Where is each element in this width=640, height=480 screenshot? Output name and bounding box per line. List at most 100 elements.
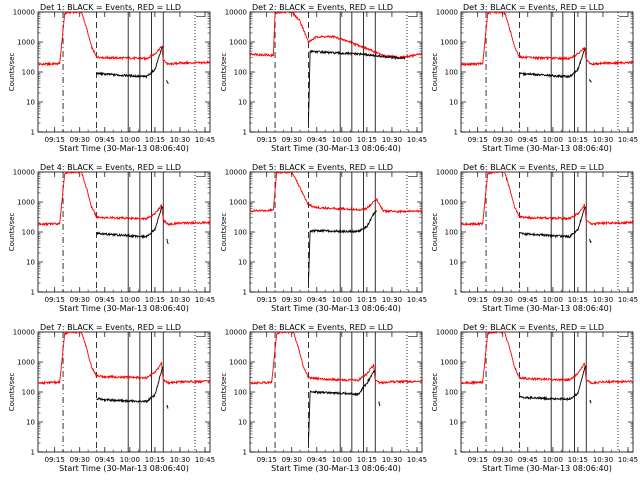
plot-area <box>250 172 422 292</box>
y-tick-label: 100 <box>22 389 35 397</box>
x-axis-label: Start Time (30-Mar-13 08:06:40) <box>271 464 401 473</box>
x-axis-label: Start Time (30-Mar-13 08:06:40) <box>482 464 612 473</box>
panel-title: Det 1: BLACK = Events, RED = LLD <box>40 3 181 12</box>
y-tick-label: 1000 <box>229 359 247 367</box>
panel-det-2: Det 2: BLACK = Events, RED = LLD ── 1 10 100… <box>220 3 427 153</box>
y-tick-label: 10 <box>26 259 35 267</box>
series-lld <box>461 332 633 386</box>
panel-title: Det 5: BLACK = Events, RED = LLD <box>252 163 393 172</box>
panel-det-3: Det 3: BLACK = Events, RED = LLD ── 1 10 100… <box>431 3 638 153</box>
panel-title: Det 6: BLACK = Events, RED = LLD <box>463 163 604 172</box>
y-tick-label: 1000 <box>17 199 35 207</box>
y-axis-label: Counts/sec <box>8 373 16 412</box>
series-events <box>378 400 381 407</box>
x-tick-label: 09:30 <box>282 136 302 144</box>
x-tick-label: 10:00 <box>543 136 563 144</box>
y-tick-label: 100 <box>234 389 247 397</box>
x-tick-label: 10:45 <box>407 296 427 304</box>
plot-area <box>461 172 633 292</box>
y-tick-label: 100 <box>234 229 247 237</box>
x-tick-label: 10:00 <box>120 296 140 304</box>
y-tick-label: 10 <box>449 259 458 267</box>
y-tick-label: 100 <box>445 389 458 397</box>
x-tick-label: 09:15 <box>468 296 488 304</box>
x-tick-label: 09:45 <box>518 136 538 144</box>
y-tick-label: 1000 <box>229 199 247 207</box>
x-tick-label: 10:15 <box>568 136 588 144</box>
x-tick-label: 10:30 <box>170 456 190 464</box>
x-tick-label: 09:30 <box>493 136 513 144</box>
x-tick-label: 10:15 <box>357 456 377 464</box>
plot-area <box>250 332 422 452</box>
series-events <box>96 206 164 239</box>
x-tick-label: 09:30 <box>70 136 90 144</box>
y-tick-label: 1000 <box>440 199 458 207</box>
x-tick-label: 10:30 <box>170 136 190 144</box>
series-events <box>589 399 592 404</box>
panel-title: Det 7: BLACK = Events, RED = LLD <box>40 323 181 332</box>
x-tick-label: 10:00 <box>543 456 563 464</box>
legend-mark: ── <box>618 13 628 21</box>
panel-det-5: Det 5: BLACK = Events, RED = LLD ── 1 10 100… <box>220 163 427 313</box>
x-tick-label: 10:15 <box>145 136 165 144</box>
legend-mark: ── <box>618 173 628 181</box>
series-events <box>307 370 376 444</box>
x-tick-label: 10:30 <box>382 136 402 144</box>
y-tick-label: 1 <box>454 289 458 297</box>
x-tick-label: 10:45 <box>195 136 215 144</box>
series-lld <box>38 12 210 67</box>
x-tick-label: 10:30 <box>593 136 613 144</box>
series-events <box>519 48 587 79</box>
plot-area <box>38 332 210 452</box>
x-axis-label: Start Time (30-Mar-13 08:06:40) <box>59 304 189 313</box>
y-tick-label: 10000 <box>225 329 247 337</box>
x-axis-label: Start Time (30-Mar-13 08:06:40) <box>271 144 401 153</box>
y-tick-label: 1 <box>454 129 458 137</box>
panel-title: Det 9: BLACK = Events, RED = LLD <box>463 323 604 332</box>
y-tick-label: 10000 <box>225 169 247 177</box>
legend-mark: ── <box>195 173 205 181</box>
y-axis-label: Counts/sec <box>220 373 228 412</box>
series-events <box>166 80 169 85</box>
y-tick-label: 1 <box>243 129 247 137</box>
x-tick-label: 10:45 <box>618 296 638 304</box>
y-tick-label: 100 <box>445 229 458 237</box>
series-events <box>96 366 164 404</box>
panel-det-1: Det 1: BLACK = Events, RED = LLD ── 1 10 100… <box>8 3 215 153</box>
panel-det-4: Det 4: BLACK = Events, RED = LLD ── 1 10 100… <box>8 163 215 313</box>
y-axis-label: Counts/sec <box>220 213 228 252</box>
x-tick-label: 09:45 <box>518 456 538 464</box>
legend-mark: ── <box>195 333 205 341</box>
series-events <box>307 210 378 284</box>
legend-mark: ── <box>618 333 628 341</box>
y-axis-label: Counts/sec <box>8 213 16 252</box>
x-tick-label: 09:30 <box>493 296 513 304</box>
panel-det-9: Det 9: BLACK = Events, RED = LLD ── 1 10 100… <box>431 323 638 473</box>
plot-area <box>250 12 422 132</box>
y-axis-label: Counts/sec <box>431 213 439 252</box>
plot-area <box>461 332 633 452</box>
legend-mark: ── <box>407 173 417 181</box>
series-lld <box>461 172 633 227</box>
x-tick-label: 09:15 <box>257 296 277 304</box>
y-tick-label: 1 <box>243 289 247 297</box>
series-events <box>519 365 587 402</box>
x-axis-label: Start Time (30-Mar-13 08:06:40) <box>59 144 189 153</box>
y-tick-label: 1 <box>31 449 35 457</box>
y-tick-label: 10000 <box>436 329 458 337</box>
x-tick-label: 09:30 <box>70 456 90 464</box>
x-tick-label: 10:30 <box>382 296 402 304</box>
x-tick-label: 10:00 <box>120 136 140 144</box>
x-axis-label: Start Time (30-Mar-13 08:06:40) <box>482 304 612 313</box>
x-tick-label: 09:15 <box>468 136 488 144</box>
y-axis-label: Counts/sec <box>431 53 439 92</box>
series-events <box>589 238 592 244</box>
x-tick-label: 10:30 <box>382 456 402 464</box>
x-tick-label: 09:15 <box>45 136 65 144</box>
x-tick-label: 10:45 <box>618 136 638 144</box>
series-lld <box>461 12 633 67</box>
x-tick-label: 10:30 <box>593 296 613 304</box>
legend-mark: ── <box>407 13 417 21</box>
y-tick-label: 1000 <box>440 359 458 367</box>
y-tick-label: 10000 <box>13 329 35 337</box>
